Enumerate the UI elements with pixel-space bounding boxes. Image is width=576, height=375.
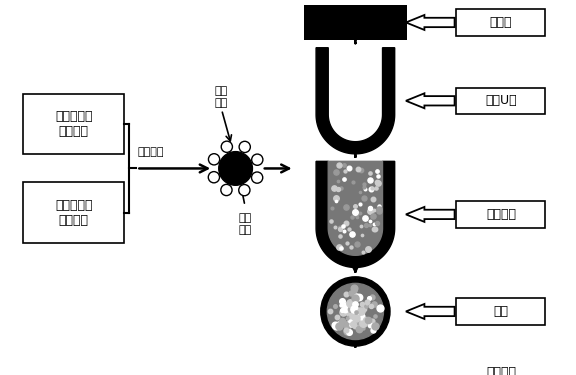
Polygon shape: [328, 161, 382, 255]
Circle shape: [252, 154, 263, 165]
Circle shape: [327, 284, 384, 339]
Circle shape: [221, 184, 232, 196]
Circle shape: [219, 152, 252, 185]
Text: 纳米
粉体: 纳米 粉体: [215, 86, 228, 108]
FancyBboxPatch shape: [456, 88, 545, 114]
Text: 微米粉体按
比例称重: 微米粉体按 比例称重: [55, 110, 92, 138]
Polygon shape: [316, 161, 395, 267]
Polygon shape: [316, 48, 395, 154]
FancyBboxPatch shape: [23, 183, 124, 243]
Circle shape: [238, 184, 250, 196]
Polygon shape: [406, 15, 454, 30]
FancyBboxPatch shape: [304, 4, 407, 40]
Text: 微米
粉体: 微米 粉体: [238, 213, 252, 235]
Circle shape: [343, 360, 367, 375]
Text: 微纳复合: 微纳复合: [137, 147, 164, 157]
Circle shape: [239, 141, 251, 153]
FancyBboxPatch shape: [456, 9, 545, 36]
Text: 拉拔成丝: 拉拔成丝: [486, 366, 516, 375]
FancyBboxPatch shape: [456, 201, 545, 228]
Polygon shape: [406, 207, 454, 222]
Text: 轧成U型: 轧成U型: [485, 94, 517, 107]
Text: 纳米粉体按
比例称重: 纳米粉体按 比例称重: [55, 199, 92, 227]
FancyBboxPatch shape: [456, 298, 545, 324]
Circle shape: [209, 172, 219, 183]
Circle shape: [321, 277, 390, 346]
Polygon shape: [406, 93, 454, 108]
Circle shape: [221, 141, 233, 152]
Polygon shape: [406, 304, 454, 319]
Circle shape: [209, 154, 219, 165]
Text: 纯铁带: 纯铁带: [490, 16, 512, 29]
FancyBboxPatch shape: [456, 359, 545, 375]
Circle shape: [252, 172, 263, 183]
FancyBboxPatch shape: [23, 94, 124, 154]
Text: 合口: 合口: [494, 305, 509, 318]
Circle shape: [339, 356, 372, 375]
Polygon shape: [406, 365, 454, 375]
Text: 填充粉体: 填充粉体: [486, 208, 516, 221]
